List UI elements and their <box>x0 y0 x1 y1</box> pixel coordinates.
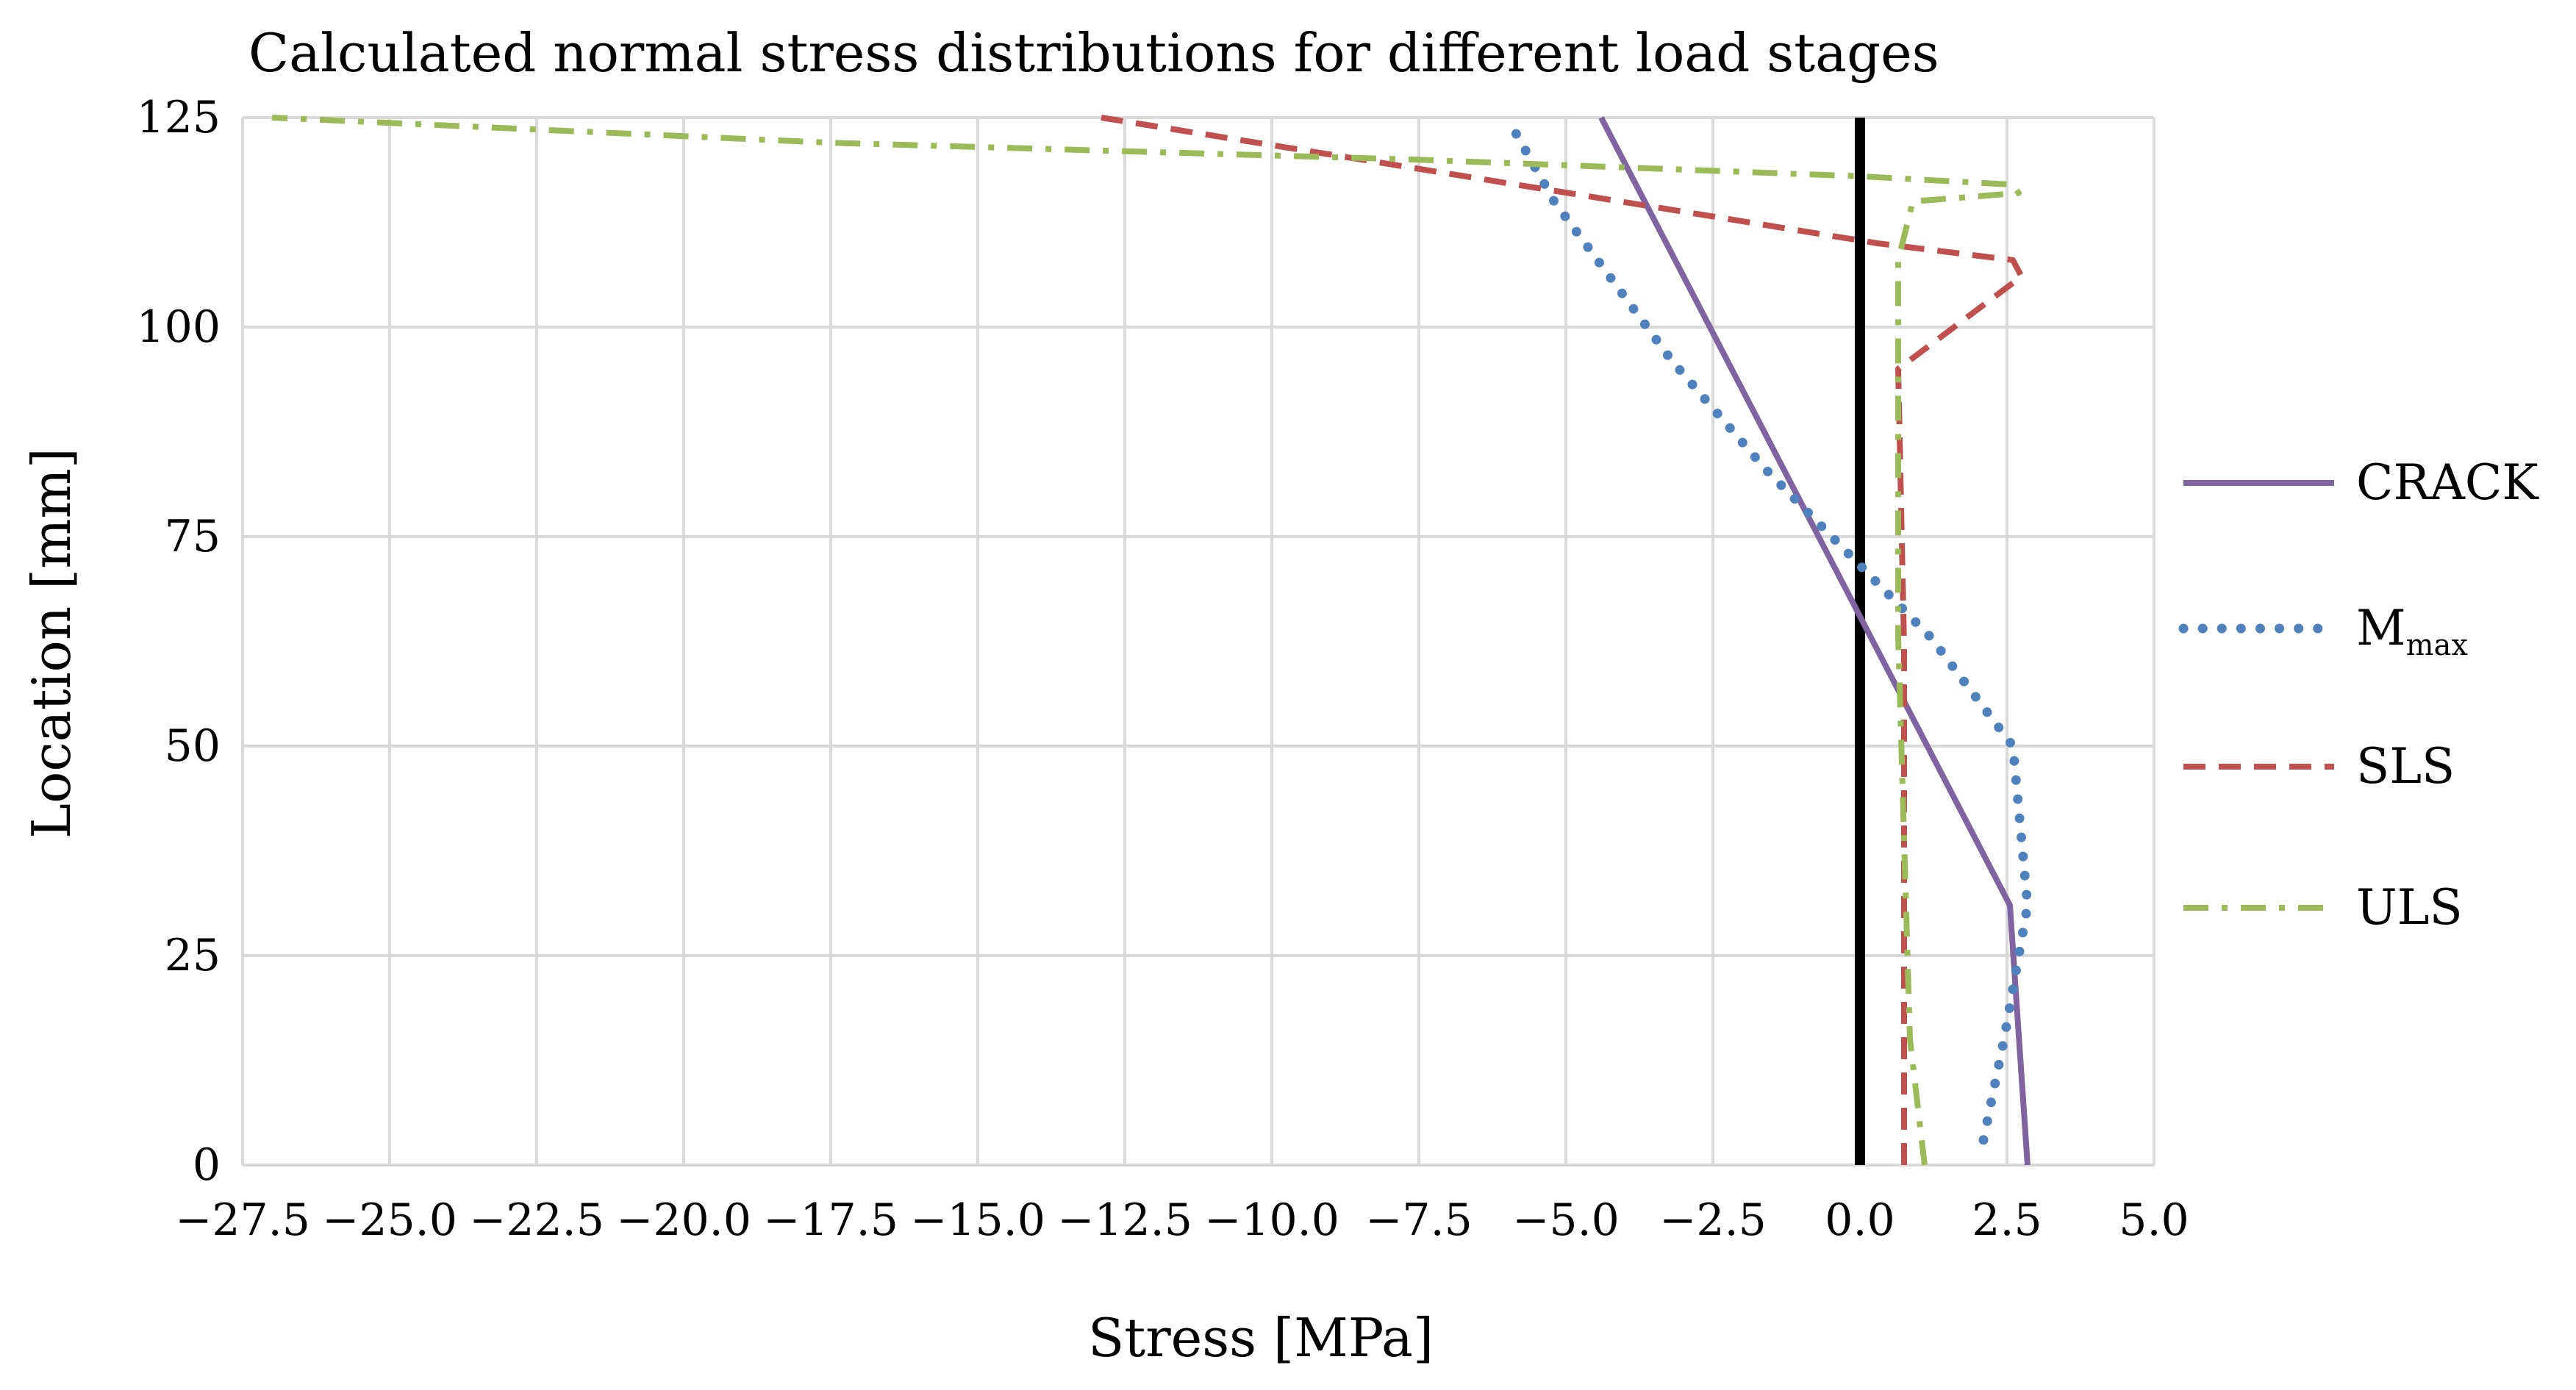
y-tick-label: 25 <box>165 930 221 981</box>
grid-layer <box>241 116 2155 1167</box>
legend-label-text: CRACK <box>2356 454 2539 511</box>
legend: CRACK Mmax SLS ULS <box>2178 454 2539 936</box>
legend-label-subscript: max <box>2406 628 2469 662</box>
series-line-m <box>1502 112 2033 1145</box>
x-tick-labels: −27.5 −25.0 −22.5 −20.0 −17.5 −15.0 −12.5 −10.0… <box>175 1194 2189 1246</box>
y-tick-labels: 0 25 50 75 100 125 <box>136 92 221 1191</box>
y-axis-label: Location [mm] <box>21 448 82 839</box>
y-tick-label: 75 <box>165 511 221 562</box>
legend-label-sls: SLS <box>2356 738 2455 795</box>
y-tick-label: 125 <box>136 92 221 143</box>
x-tick-label: −10.0 <box>1204 1194 1339 1246</box>
legend-label-text: ULS <box>2356 879 2463 936</box>
x-tick-label: 5.0 <box>2119 1194 2189 1246</box>
y-tick-label: 50 <box>165 720 221 772</box>
y-tick-label: 0 <box>193 1139 221 1191</box>
x-tick-label: −22.5 <box>469 1194 604 1246</box>
x-tick-label: 2.5 <box>1972 1194 2042 1246</box>
legend-label-m: Mmax <box>2356 600 2468 662</box>
x-tick-label: −25.0 <box>322 1194 457 1246</box>
series-layer <box>271 112 2033 1166</box>
x-tick-label: −20.0 <box>616 1194 751 1246</box>
x-tick-label: −5.0 <box>1512 1194 1620 1246</box>
series-line-sls <box>1101 115 2025 1165</box>
x-tick-label: −15.0 <box>910 1194 1045 1246</box>
chart-title: Calculated normal stress distributions f… <box>248 22 1939 84</box>
x-tick-label: −27.5 <box>175 1194 310 1246</box>
x-tick-label: −7.5 <box>1365 1194 1473 1246</box>
y-tick-label: 100 <box>136 301 221 353</box>
x-tick-label: 0.0 <box>1825 1194 1895 1246</box>
x-tick-label: −12.5 <box>1057 1194 1192 1246</box>
series-line-uls <box>271 115 2022 1166</box>
legend-label-text: M <box>2356 600 2406 656</box>
x-tick-label: −2.5 <box>1659 1194 1767 1246</box>
series-line-crack <box>1598 116 2031 1166</box>
legend-label-crack: CRACK <box>2356 454 2539 511</box>
legend-label-text: SLS <box>2356 738 2455 795</box>
legend-label-uls: ULS <box>2356 879 2463 936</box>
x-tick-label: −17.5 <box>763 1194 898 1246</box>
x-axis-label: Stress [MPa] <box>1088 1307 1434 1369</box>
